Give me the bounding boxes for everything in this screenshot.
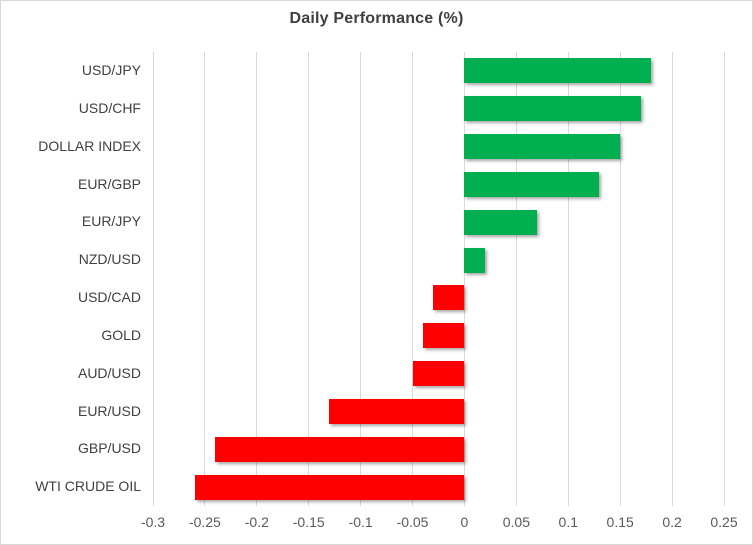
x-tick-0.2: 0.2 [662, 514, 682, 530]
y-label-aud-usd: AUD/USD [77, 364, 141, 381]
bar-nzd-usd [464, 247, 486, 273]
x-tick-0.15: 0.15 [606, 514, 634, 530]
bar-aud-usd [412, 361, 465, 387]
x-tick--0.2: -0.2 [244, 514, 269, 530]
x-tick-0.25: 0.25 [710, 514, 738, 530]
y-label-dollar-index: DOLLAR INDEX [38, 137, 141, 154]
y-label-eur-gbp: EUR/GBP [77, 175, 141, 192]
y-label-usd-chf: USD/CHF [78, 99, 141, 116]
bar-usd-cad [433, 285, 465, 311]
x-tick-0.1: 0.1 [558, 514, 578, 530]
bar-eur-usd [329, 398, 465, 424]
x-tick-0: 0 [460, 514, 469, 530]
gridline-x-0.15 [619, 52, 621, 506]
y-label-nzd-usd: NZD/USD [78, 251, 141, 268]
y-label-gold: GOLD [101, 326, 141, 343]
x-tick--0.3: -0.3 [140, 514, 166, 530]
y-label-usd-cad: USD/CAD [77, 289, 141, 305]
gridline-x--0.05 [412, 52, 414, 506]
gridline-x--0.15 [308, 52, 310, 506]
bar-dollar-index [464, 134, 621, 160]
bar-gbp-usd [215, 436, 465, 462]
y-label-gbp-usd: GBP/USD [77, 440, 141, 457]
x-tick--0.15: -0.15 [292, 514, 325, 530]
bar-eur-jpy [464, 209, 538, 235]
bar-eur-gbp [464, 171, 600, 197]
x-tick--0.05: -0.05 [396, 514, 429, 530]
y-label-eur-jpy: EUR/JPY [81, 213, 141, 230]
gridline-x--0.2 [256, 52, 258, 506]
gridline-x-0.1 [567, 52, 569, 506]
gridline-x-0.2 [671, 52, 673, 506]
gridline-x-0.05 [515, 52, 517, 506]
bar-wti-crude-oil [194, 474, 465, 500]
gridline-x--0.3 [152, 52, 154, 506]
y-label-eur-usd: EUR/USD [77, 402, 141, 419]
x-tick--0.25: -0.25 [188, 514, 221, 530]
x-tick-0.05: 0.05 [502, 514, 530, 530]
chart-title: Daily Performance (%) [289, 10, 464, 27]
gridline-x--0.1 [360, 52, 362, 506]
bar-usd-chf [464, 96, 641, 122]
gridline-x-0 [463, 52, 465, 506]
bar-gold [422, 323, 465, 349]
y-label-wti-crude-oil: WTI CRUDE OIL [35, 478, 141, 495]
plot-area [152, 52, 725, 506]
bar-usd-jpy [464, 58, 652, 84]
gridline-x--0.25 [204, 52, 206, 506]
x-tick--0.1: -0.1 [348, 514, 373, 530]
gridline-x-0.25 [723, 52, 725, 506]
y-label-usd-jpy: USD/JPY [81, 62, 141, 78]
